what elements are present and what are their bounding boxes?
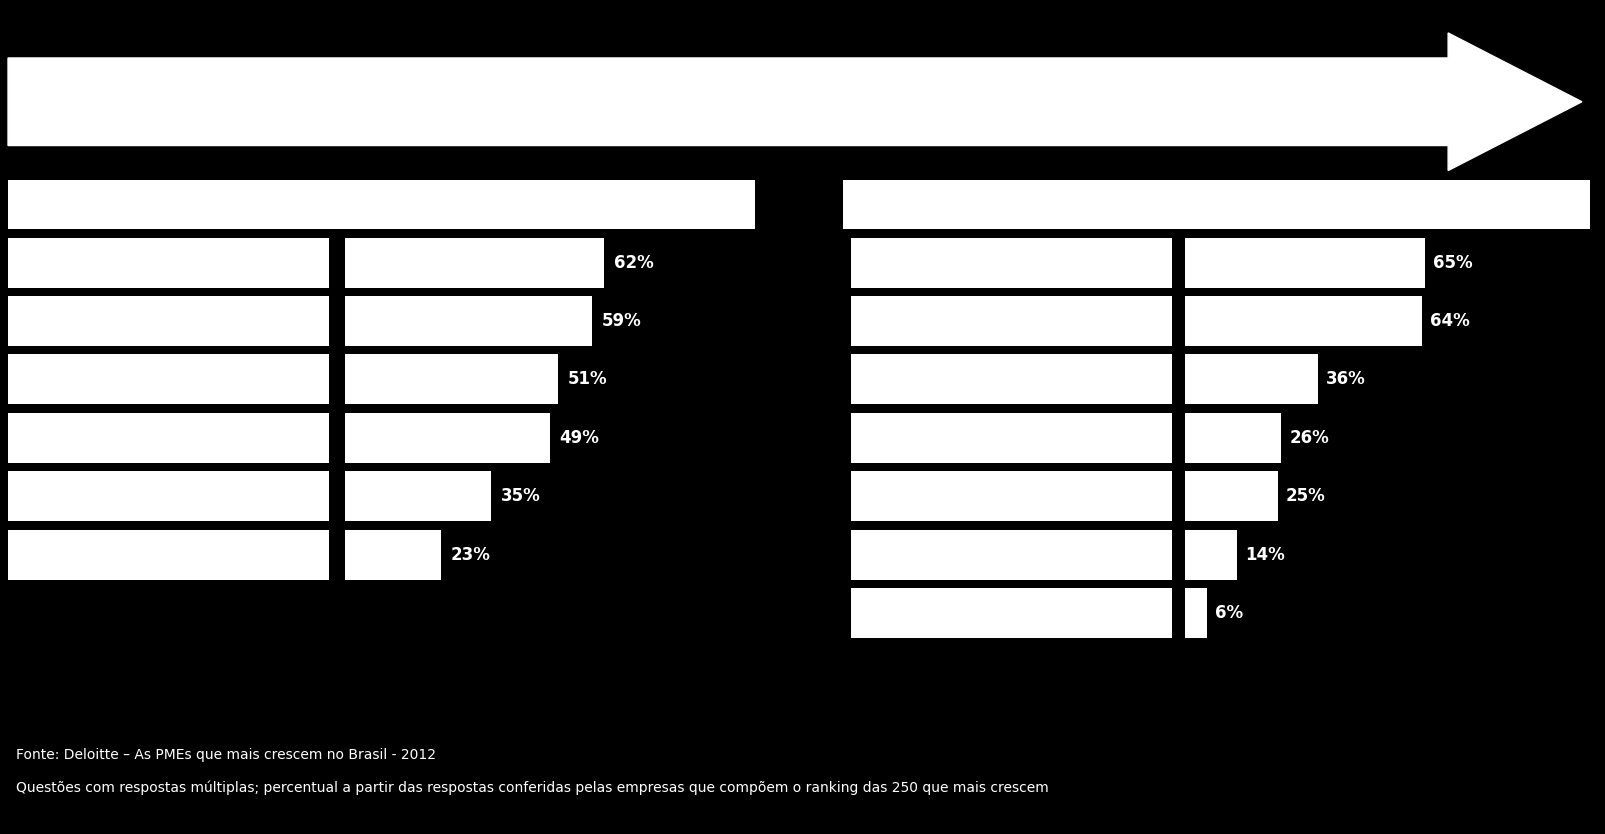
Text: 25%: 25%: [1284, 487, 1324, 505]
Bar: [843, 180, 1589, 229]
Text: 49%: 49%: [559, 429, 599, 447]
Bar: [8, 238, 329, 288]
Text: Questões com respostas múltiplas; percentual a partir das respostas conferidas p: Questões com respostas múltiplas; percen…: [16, 781, 1048, 796]
Bar: [1184, 354, 1318, 404]
Bar: [1184, 530, 1236, 580]
Bar: [345, 413, 549, 463]
Bar: [345, 238, 603, 288]
Bar: [851, 530, 1172, 580]
Text: 36%: 36%: [1326, 370, 1366, 389]
Bar: [1184, 588, 1207, 638]
Text: 59%: 59%: [600, 312, 640, 330]
Bar: [8, 471, 329, 521]
Text: 14%: 14%: [1244, 545, 1284, 564]
Text: 65%: 65%: [1433, 254, 1472, 272]
Text: 26%: 26%: [1289, 429, 1329, 447]
Bar: [8, 180, 754, 229]
Bar: [345, 530, 441, 580]
Text: 35%: 35%: [501, 487, 541, 505]
Bar: [1184, 413, 1281, 463]
Bar: [8, 530, 329, 580]
Bar: [345, 296, 591, 346]
Text: 23%: 23%: [451, 545, 491, 564]
Bar: [345, 471, 491, 521]
Bar: [851, 413, 1172, 463]
Text: 6%: 6%: [1215, 604, 1242, 622]
Bar: [851, 471, 1172, 521]
Bar: [851, 296, 1172, 346]
Polygon shape: [8, 33, 1581, 171]
Bar: [345, 354, 559, 404]
Bar: [1184, 296, 1420, 346]
Bar: [8, 413, 329, 463]
Bar: [1184, 238, 1425, 288]
Text: 62%: 62%: [613, 254, 653, 272]
Text: 64%: 64%: [1428, 312, 1469, 330]
Bar: [8, 296, 329, 346]
Text: Fonte: Deloitte – As PMEs que mais crescem no Brasil - 2012: Fonte: Deloitte – As PMEs que mais cresc…: [16, 748, 437, 761]
Bar: [1184, 471, 1278, 521]
Text: 51%: 51%: [568, 370, 607, 389]
Bar: [851, 588, 1172, 638]
Bar: [851, 354, 1172, 404]
Bar: [851, 238, 1172, 288]
Bar: [8, 354, 329, 404]
